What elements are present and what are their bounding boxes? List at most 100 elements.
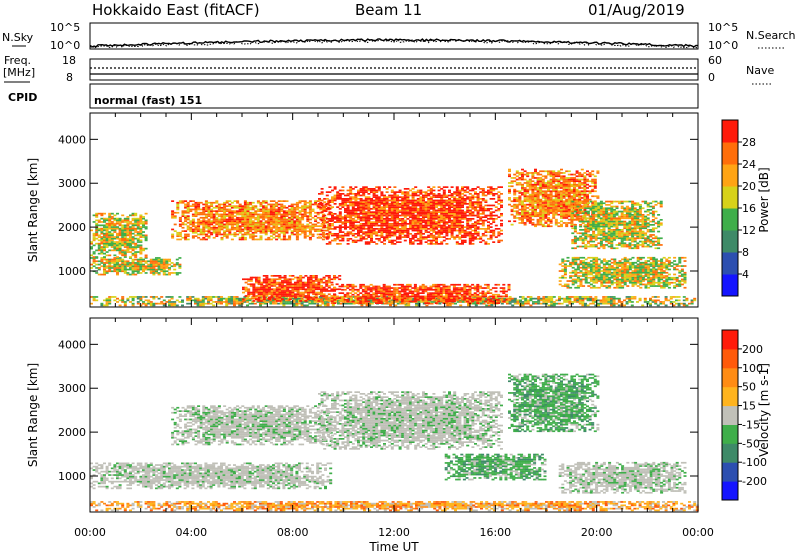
power-panel-cell	[388, 199, 392, 202]
power-panel-cell	[181, 215, 185, 217]
power-panel-cell	[194, 206, 198, 209]
power-panel-cell	[511, 301, 515, 303]
power-panel-cell	[296, 291, 300, 294]
power-panel-cell	[108, 265, 112, 268]
power-panel-cell	[484, 204, 488, 207]
power-panel-cell	[328, 218, 332, 220]
power-panel-cell	[395, 288, 399, 291]
power-panel-cell	[407, 302, 411, 305]
power-panel-cell	[254, 235, 258, 237]
power-panel-cell	[481, 208, 485, 210]
power-panel-cell	[136, 226, 140, 228]
power-panel-cell	[278, 300, 282, 302]
power-panel-cell	[252, 288, 256, 291]
power-panel-cell	[296, 288, 300, 291]
power-panel-cell	[377, 228, 381, 230]
power-panel-cell	[126, 227, 130, 230]
power-panel-cell	[390, 218, 394, 220]
power-panel-cell	[489, 204, 493, 207]
power-panel-cell	[220, 228, 224, 231]
power-panel-cell	[471, 188, 475, 190]
power-panel-cell	[285, 296, 288, 298]
power-panel-cell	[356, 302, 360, 304]
power-panel-cell	[484, 208, 488, 210]
power-panel-cell	[225, 215, 229, 217]
power-panel-cell	[333, 302, 337, 304]
power-panel-cell	[225, 233, 229, 236]
power-panel-cell	[110, 217, 114, 220]
power-panel-cell	[100, 258, 104, 261]
power-panel-cell	[461, 239, 464, 242]
power-panel-cell	[550, 297, 554, 300]
power-panel-cell	[455, 221, 459, 223]
power-panel-cell	[236, 200, 240, 202]
power-panel-cell	[285, 302, 288, 305]
power-panel-cell	[116, 219, 119, 222]
power-panel-cell	[364, 297, 368, 299]
power-panel-cell	[95, 227, 99, 230]
power-panel-cell	[426, 292, 430, 294]
power-panel-cell	[243, 215, 247, 217]
power-panel-cell	[116, 265, 119, 268]
power-panel-cell	[364, 234, 368, 237]
power-panel-cell	[290, 223, 294, 226]
power-panel-cell	[295, 218, 299, 221]
power-panel-cell	[364, 186, 368, 188]
power-panel-cell	[351, 208, 355, 210]
power-panel-cell	[306, 223, 310, 226]
power-panel-cell	[416, 224, 420, 227]
power-panel-cell	[320, 229, 324, 232]
power-panel-cell	[370, 191, 373, 193]
power-panel-cell	[385, 228, 389, 230]
power-panel-cell	[233, 223, 237, 226]
power-panel-cell	[317, 283, 321, 286]
power-panel-cell	[320, 291, 323, 294]
power-panel-cell	[134, 231, 138, 233]
power-panel-cell	[269, 213, 273, 216]
power-panel-cell	[306, 220, 310, 222]
power-panel-cell	[672, 304, 676, 307]
power-panel-cell	[461, 186, 464, 188]
power-panel-cell	[396, 203, 399, 205]
power-panel-cell	[311, 223, 315, 226]
power-panel-cell	[103, 217, 106, 220]
power-panel-cell	[388, 231, 392, 233]
power-panel-cell	[328, 204, 332, 207]
power-panel-cell	[282, 226, 286, 229]
power-panel-cell	[215, 228, 219, 231]
power-panel-cell	[247, 295, 251, 297]
power-panel-cell	[351, 204, 355, 207]
power-panel-cell	[339, 299, 343, 302]
power-panel-cell	[388, 203, 392, 205]
power-panel-cell	[178, 233, 182, 236]
power-panel-cell	[416, 191, 420, 193]
power-panel-cell	[466, 208, 470, 210]
power-panel-cell	[437, 203, 441, 205]
power-panel-cell	[212, 220, 216, 222]
power-panel-cell	[210, 211, 214, 214]
power-panel-cell	[372, 218, 376, 220]
power-panel-cell	[241, 208, 245, 211]
power-panel-cell	[95, 299, 99, 302]
power-panel-cell	[116, 247, 119, 250]
power-panel-cell	[217, 302, 221, 305]
power-panel-cell	[323, 224, 327, 227]
power-panel-cell	[367, 233, 371, 235]
power-panel-cell	[675, 296, 678, 298]
power-panel-cell	[273, 291, 277, 294]
power-panel-cell	[230, 211, 234, 214]
power-panel-cell	[295, 216, 299, 219]
power-panel-cell	[479, 219, 483, 222]
power-panel-cell	[123, 272, 127, 274]
power-panel-cell	[257, 291, 261, 294]
power-panel-cell	[458, 208, 462, 210]
power-panel-cell	[346, 234, 350, 237]
power-panel-cell	[325, 238, 329, 240]
power-panel-cell	[110, 241, 114, 243]
power-panel-cell	[435, 223, 438, 225]
power-panel-cell	[387, 295, 391, 298]
power-panel-cell	[338, 208, 342, 210]
power-panel-cell	[390, 194, 394, 197]
power-panel-cell	[236, 220, 240, 222]
power-panel-cell	[406, 193, 410, 195]
